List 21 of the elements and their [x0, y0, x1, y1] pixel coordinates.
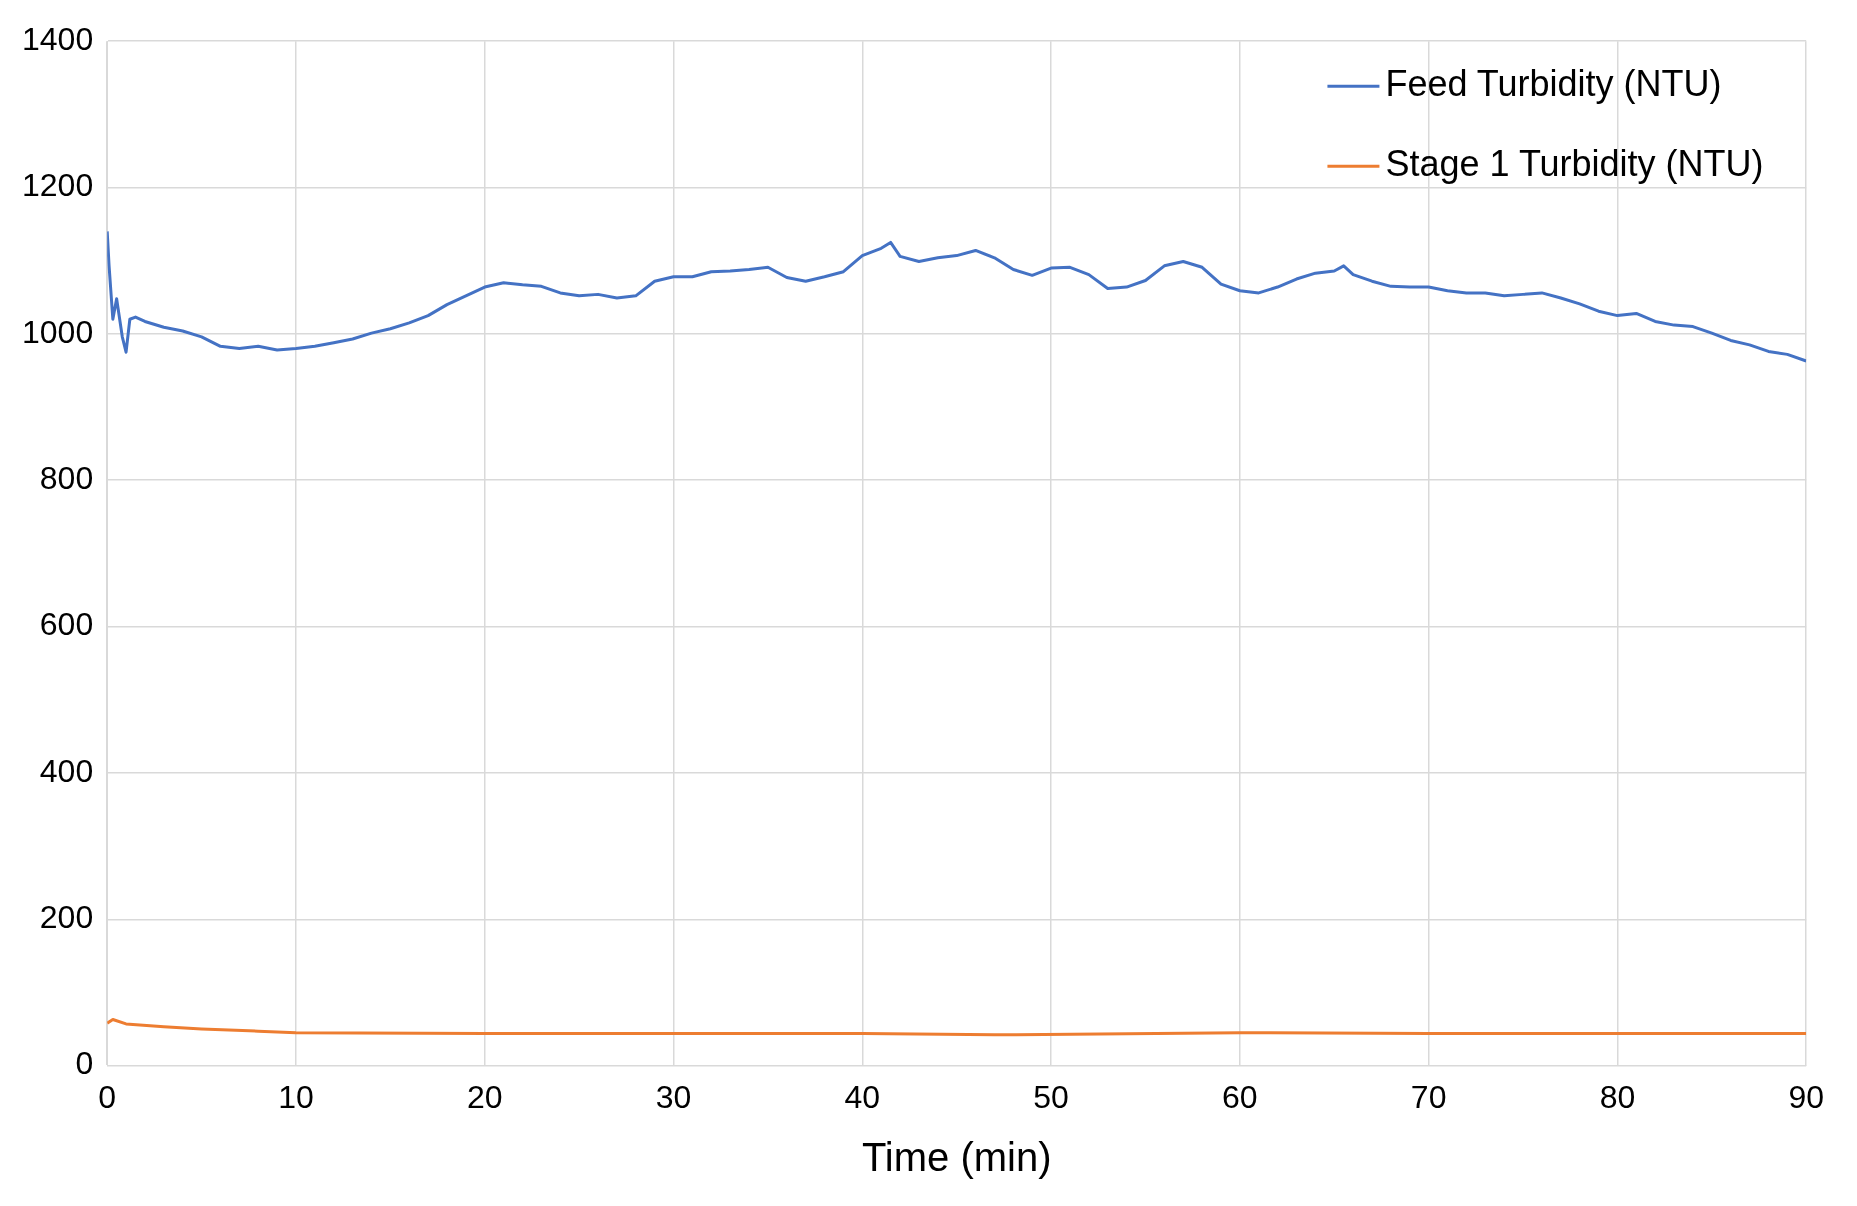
y-tick-label: 1200 [22, 167, 94, 204]
x-tick-label: 40 [844, 1078, 881, 1115]
x-tick-label: 30 [655, 1078, 692, 1115]
y-tick-label: 200 [39, 899, 94, 936]
x-axis-title: Time (min) [861, 1135, 1052, 1180]
y-tick-label: 1400 [22, 21, 94, 58]
y-tick-label: 800 [39, 460, 94, 497]
x-tick-label: 80 [1599, 1078, 1636, 1115]
legend-label: Feed Turbidity (NTU) [1385, 63, 1722, 105]
y-tick-label: 600 [39, 606, 94, 643]
x-tick-label: 50 [1033, 1078, 1069, 1115]
x-tick-label: 20 [466, 1078, 503, 1115]
x-tick-label: 0 [98, 1078, 117, 1115]
y-tick-label: 1000 [22, 313, 94, 350]
y-tick-label: 0 [75, 1045, 94, 1082]
legend-label: Stage 1 Turbidity (NTU) [1385, 143, 1764, 185]
x-tick-label: 10 [278, 1078, 314, 1115]
x-tick-label: 60 [1222, 1078, 1258, 1115]
y-tick-label: 400 [39, 752, 94, 789]
x-tick-label: 70 [1410, 1078, 1447, 1115]
x-tick-label: 90 [1788, 1078, 1824, 1115]
